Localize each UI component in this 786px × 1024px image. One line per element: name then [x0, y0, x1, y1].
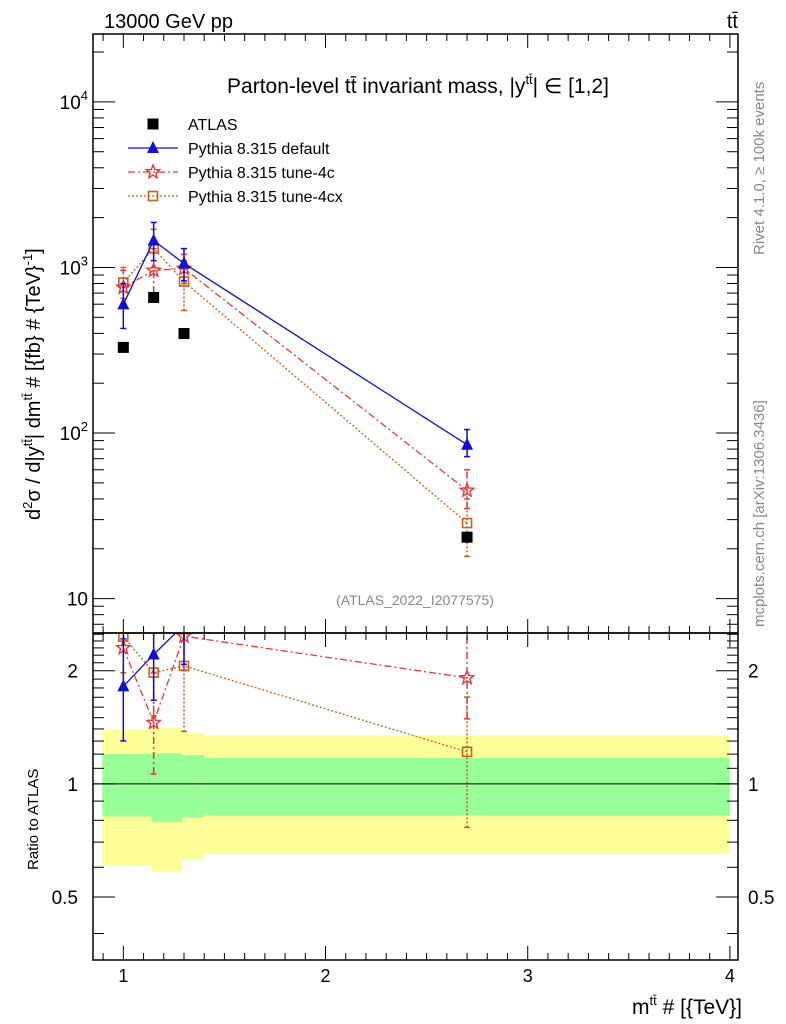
pythia-8-315-tune-4cx-ratio-point	[461, 746, 473, 758]
ratio-y-axis-label: Ratio to ATLAS	[25, 769, 42, 870]
legend-marker-pythia-8-315-default	[147, 141, 159, 153]
pythia-8-315-tune-4c-ratio-point	[145, 713, 163, 730]
ratio-frame	[92, 632, 739, 961]
x-tick-label: 3	[523, 966, 533, 986]
ratio-bands	[93, 728, 738, 872]
ratio-y-tick-label-left: 2	[67, 662, 78, 683]
legend-marker-pythia-8-315-tune-4c	[144, 163, 162, 180]
side-label-mcplots: mcplots.cern.ch [arXiv:1306.3436]	[751, 400, 768, 627]
pythia-8-315-default-line	[122, 239, 468, 446]
pythia-8-315-tune-4c-point	[458, 481, 476, 498]
pythia-8-315-tune-4c-ratio-point	[458, 668, 476, 686]
pythia-8-315-tune-4cx-line	[122, 247, 468, 524]
atlas-point	[117, 341, 129, 353]
pythia-8-315-tune-4c-ratio-line	[122, 635, 468, 725]
ratio-y-tick-label-left: 0.5	[52, 888, 78, 909]
green-band-bin	[102, 754, 152, 817]
side-label-rivet: Rivet 4.1.0, ≥ 100k events	[751, 82, 768, 255]
ratio-y-tick-label-left: 1	[67, 775, 78, 796]
pythia-8-315-default-point	[147, 233, 160, 246]
legend-label-pythia-8-315-tune-4cx: Pythia 8.315 tune-4cx	[188, 189, 343, 206]
ratio-y-tick-label-right: 2	[748, 662, 759, 683]
pythia-8-315-default-point	[177, 256, 190, 269]
green-band-bin	[181, 755, 205, 818]
legend: ATLAS Pythia 8.315 default Pythia 8.315 tu…	[128, 117, 343, 206]
y-tick-label: 10	[67, 590, 88, 611]
y-tick-label: 103	[60, 253, 88, 279]
pythia-8-315-tune-4cx-point	[461, 517, 473, 529]
atlas-point	[461, 531, 473, 543]
y-tick-base: 10	[60, 258, 81, 279]
y-tick-base: 10	[60, 424, 81, 445]
y-tick-base: 10	[67, 590, 88, 611]
y-tick-exponent: 4	[81, 88, 88, 103]
y-axis-label: d2σ / d|ytt̄| dmtt̄ # [{fb} # {TeV}-1]	[20, 248, 45, 520]
pythia-8-315-default-ratio-point	[117, 679, 130, 692]
main-panel-marks	[114, 221, 476, 558]
green-band-bin	[151, 753, 182, 823]
legend-label-atlas: ATLAS	[188, 117, 238, 134]
pythia-8-315-default-ratio-line	[122, 633, 177, 687]
legend-marker-atlas	[147, 118, 159, 130]
pythia-8-315-default-ratio-point	[147, 647, 160, 660]
header-left: 13000 GeV pp	[104, 11, 233, 33]
pythia-8-315-default-point	[117, 297, 130, 310]
ratio-panel-marks	[114, 567, 476, 829]
y-tick-exponent: 3	[81, 253, 88, 268]
header-right: tt̄	[727, 11, 739, 33]
legend-label-pythia-8-315-default: Pythia 8.315 default	[188, 141, 330, 158]
y-tick-base: 10	[60, 93, 81, 114]
legend-label-pythia-8-315-tune-4c: Pythia 8.315 tune-4c	[188, 165, 335, 182]
ratio-y-tick-label-right: 1	[748, 775, 759, 796]
atlas-point	[148, 291, 160, 303]
pythia-8-315-default-ratio-point	[461, 567, 473, 579]
y-tick-label: 104	[60, 88, 88, 114]
x-tick-label: 2	[321, 966, 331, 986]
analysis-watermark: (ATLAS_2022_I2077575)	[336, 592, 494, 608]
pythia-8-315-default-point	[461, 437, 474, 450]
x-axis-label: mtt̄ # [{TeV}]	[632, 993, 742, 1019]
legend-marker-pythia-8-315-tune-4cx	[147, 190, 159, 202]
y-tick-label: 102	[60, 419, 88, 445]
y-tick-exponent: 2	[81, 419, 88, 434]
pythia-8-315-tune-4c-line	[123, 267, 468, 491]
plot-title: Parton-level tt̄ invariant mass, |ytt̄| …	[227, 72, 609, 98]
x-tick-label: 1	[118, 966, 128, 986]
atlas-point	[178, 328, 190, 340]
pythia-8-315-tune-4c-point	[145, 261, 163, 278]
x-tick-label: 4	[725, 966, 735, 986]
ratio-y-tick-label-right: 0.5	[748, 888, 774, 909]
